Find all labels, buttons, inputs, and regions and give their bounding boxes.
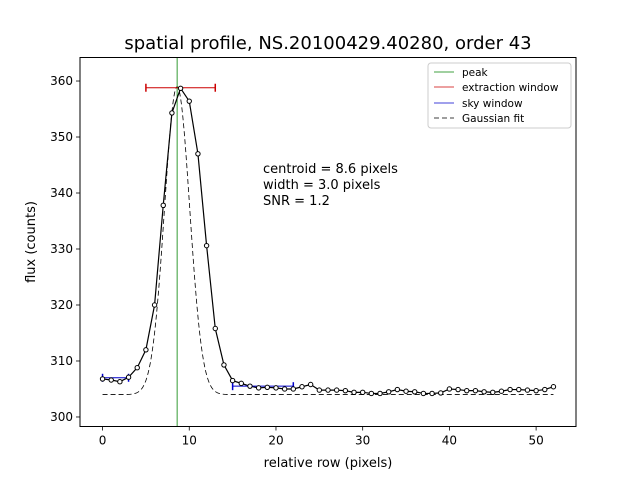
profile-point (351, 389, 357, 396)
profile-point (212, 325, 218, 332)
profile-point (385, 389, 392, 395)
profile-point (134, 365, 140, 371)
profile-point (333, 387, 340, 393)
profile-point (377, 390, 383, 397)
x-tick-label: 30 (355, 434, 370, 448)
profile-point (290, 386, 297, 392)
profile-point (325, 387, 331, 393)
profile-point (177, 85, 184, 91)
x-axis-label: relative row (pixels) (264, 456, 393, 471)
profile-point (229, 377, 236, 384)
profile-point (394, 386, 401, 393)
profile-point (455, 386, 461, 393)
y-tick-label: 300 (50, 410, 73, 424)
profile-point (307, 381, 314, 388)
profile-point (108, 377, 114, 383)
profile-point (516, 386, 522, 393)
profile-point (151, 302, 158, 308)
profile-point (533, 387, 539, 394)
y-tick-label: 350 (50, 130, 73, 144)
profile-point (412, 389, 418, 395)
profile-point (359, 389, 366, 396)
profile-point (299, 384, 305, 390)
y-axis-label: flux (counts) (24, 201, 39, 283)
gaussian-fit-line (102, 86, 554, 395)
y-tick-label: 320 (50, 298, 73, 312)
profile-point (481, 389, 487, 395)
profile-point (195, 151, 201, 157)
profile-point (221, 362, 227, 368)
y-tick-label: 360 (50, 74, 73, 88)
profile-point (169, 110, 175, 116)
legend-label-sky: sky window (462, 98, 523, 110)
profile-point (472, 387, 479, 394)
legend: peak extraction window sky window Gaussi… (427, 62, 572, 129)
y-tick-label: 330 (50, 242, 73, 256)
profile-point (429, 390, 435, 397)
profile-point (273, 385, 279, 391)
y-tick-label: 310 (50, 354, 73, 368)
x-tick-label: 40 (442, 434, 457, 448)
profile-point (342, 387, 349, 394)
profile-point (464, 387, 470, 394)
legend-box (427, 62, 572, 129)
profile-point (550, 384, 557, 390)
profile-point (264, 384, 271, 391)
annotation-block: centroid = 8.6 pixels width = 3.0 pixels… (263, 162, 398, 209)
profile-point (507, 386, 513, 393)
profile-point (255, 385, 262, 391)
profile-point (542, 386, 548, 393)
profile-point (403, 388, 409, 394)
profile-point (117, 379, 123, 385)
legend-label-gaussian: Gaussian fit (462, 113, 524, 125)
x-tick-label: 20 (268, 434, 283, 448)
profile-point (316, 387, 323, 393)
legend-label-peak: peak (462, 67, 489, 79)
profile-point (238, 380, 244, 387)
axes-frame (79, 57, 577, 427)
profile-point (125, 374, 132, 380)
profile-point (368, 390, 375, 397)
snr-annotation: SNR = 1.2 (263, 194, 330, 209)
y-tick-label: 340 (50, 186, 73, 200)
profile-point (498, 388, 505, 394)
profile-point (247, 383, 253, 389)
axes-ticks: 0 10 20 30 40 50 300 310 320 330 340 350 360 (50, 74, 544, 447)
width-annotation: width = 3.0 pixels (263, 178, 381, 193)
profile-point (186, 98, 192, 104)
profile-point (446, 386, 453, 392)
profile-point (203, 242, 210, 249)
profile-point (490, 389, 496, 396)
profile-point (160, 202, 166, 209)
plot-area (99, 57, 557, 427)
profile-point (420, 390, 427, 397)
chart-title: spatial profile, NS.20100429.40280, orde… (124, 33, 531, 54)
x-tick-label: 10 (182, 434, 197, 448)
profile-point (438, 390, 444, 396)
profile-point (99, 376, 106, 382)
profile-point (281, 386, 288, 392)
profile-point (143, 347, 149, 353)
x-tick-label: 0 (99, 434, 107, 448)
x-tick-label: 50 (528, 434, 543, 448)
legend-label-extraction: extraction window (462, 82, 559, 94)
centroid-annotation: centroid = 8.6 pixels (263, 162, 398, 177)
profile-point (524, 387, 531, 393)
